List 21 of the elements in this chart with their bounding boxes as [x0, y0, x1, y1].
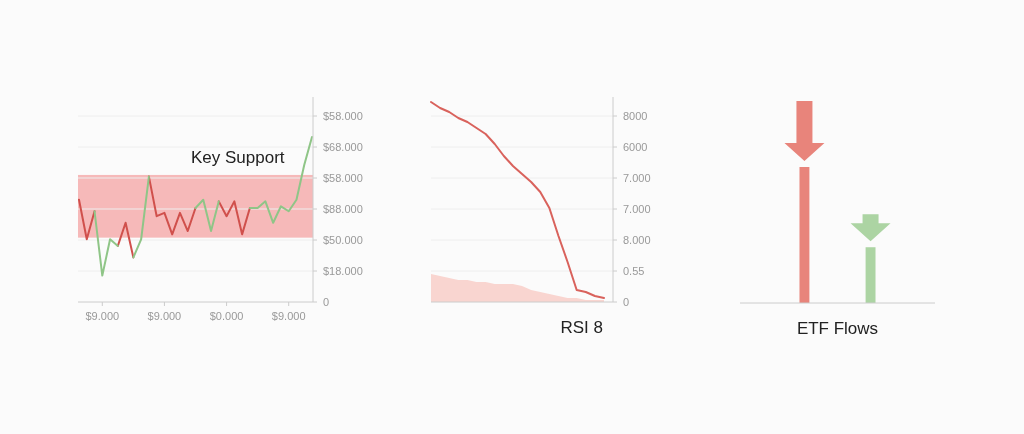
- x-tick-label: $9.000: [85, 310, 120, 322]
- x-axis-title: ETF Flows: [796, 319, 879, 338]
- text: 0.55: [623, 264, 645, 277]
- text: $58.000: [323, 171, 363, 184]
- band-label: Key Support: [191, 147, 285, 167]
- text: $58.000: [323, 109, 363, 122]
- text: $50.000: [323, 233, 363, 246]
- text: $18.000: [323, 264, 363, 277]
- x-tick-label: $9.000: [147, 310, 182, 322]
- text: 6000: [623, 140, 648, 153]
- x-tick-label: $9.000: [271, 310, 306, 322]
- x-tick-label: $0.000: [209, 310, 244, 322]
- text: 7.000: [623, 202, 651, 215]
- text: $68.000: [323, 140, 363, 153]
- text: 7.000: [623, 171, 651, 184]
- text: 8.000: [623, 233, 651, 246]
- x-axis-title: RSI 8: [560, 318, 603, 337]
- text: 0: [323, 295, 330, 308]
- text: 8000: [623, 109, 648, 122]
- text: 0: [623, 295, 630, 308]
- text: $88.000: [323, 202, 363, 215]
